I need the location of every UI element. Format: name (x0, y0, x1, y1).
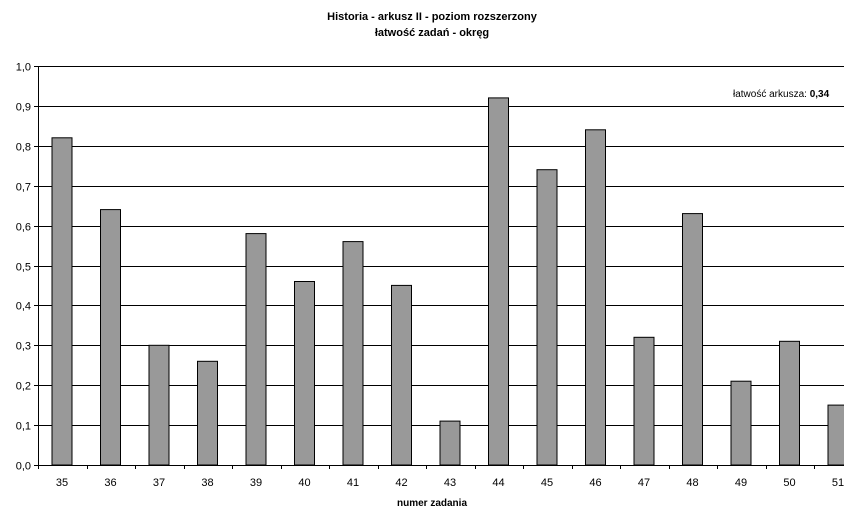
annotation-label: łatwość arkusza: (733, 89, 810, 100)
bar-44 (488, 97, 509, 466)
bar-51 (827, 404, 844, 466)
bar-48 (682, 213, 703, 466)
chart-title: Historia - arkusz II - poziom rozszerzon… (327, 11, 538, 23)
y-tick-label: 0,9 (16, 102, 31, 114)
y-tick-label: 0,0 (16, 461, 31, 473)
x-tick-label: 51 (832, 477, 844, 489)
bar-49 (730, 380, 752, 466)
x-tick-label: 43 (444, 477, 456, 489)
sheet-difficulty-annotation: łatwość arkusza: 0,34 (733, 89, 830, 100)
bar-47 (633, 336, 655, 466)
bar-35 (51, 137, 73, 466)
bar-37 (148, 344, 170, 466)
x-tick-label: 50 (783, 477, 795, 489)
bars (51, 97, 844, 466)
y-tick-label: 1,0 (16, 62, 31, 74)
x-tick-label: 48 (686, 477, 698, 489)
x-tick-label: 49 (735, 477, 747, 489)
y-tick-label: 0,8 (16, 142, 31, 154)
bar-50 (779, 340, 800, 466)
x-tick-label: 42 (395, 477, 407, 489)
x-tick-label: 39 (250, 477, 262, 489)
x-axis-ticks: 35 36 37 38 39 40 41 42 43 44 45 46 47 48 49 50 51 (56, 465, 844, 489)
x-tick-label: 35 (56, 477, 68, 489)
bar-43 (439, 420, 461, 466)
x-tick-label: 40 (298, 477, 310, 489)
x-tick-label: 46 (589, 477, 601, 489)
x-tick-label: 45 (541, 477, 553, 489)
y-tick-label: 0,1 (16, 421, 31, 433)
y-tick-label: 0,2 (16, 381, 31, 393)
annotation-value: 0,34 (810, 89, 830, 100)
bar-38 (197, 360, 218, 466)
x-tick-label: 37 (153, 477, 165, 489)
y-tick-label: 0,4 (16, 301, 31, 313)
x-tick-label: 38 (201, 477, 213, 489)
bar-36 (100, 209, 121, 466)
y-axis-ticks: 0,0 0,1 0,2 0,3 0,4 0,5 0,6 0,7 0,8 0,9 1,0 (16, 62, 38, 473)
bar-45 (536, 169, 558, 466)
x-tick-label: 44 (492, 477, 504, 489)
bar-42 (391, 284, 412, 466)
gridlines (38, 66, 844, 426)
y-tick-label: 0,6 (16, 222, 31, 234)
bar-40 (294, 281, 315, 466)
x-tick-label: 47 (638, 477, 650, 489)
x-tick-label: 41 (347, 477, 359, 489)
y-tick-label: 0,7 (16, 182, 31, 194)
x-axis-title: numer zadania (397, 498, 467, 509)
bar-41 (342, 241, 364, 466)
chart-subtitle: łatwość zadań - okręg (375, 27, 489, 39)
bar-39 (245, 233, 267, 466)
bar-46 (585, 129, 606, 466)
x-tick-label: 36 (104, 477, 116, 489)
y-tick-label: 0,3 (16, 341, 31, 353)
y-tick-label: 0,5 (16, 262, 31, 274)
